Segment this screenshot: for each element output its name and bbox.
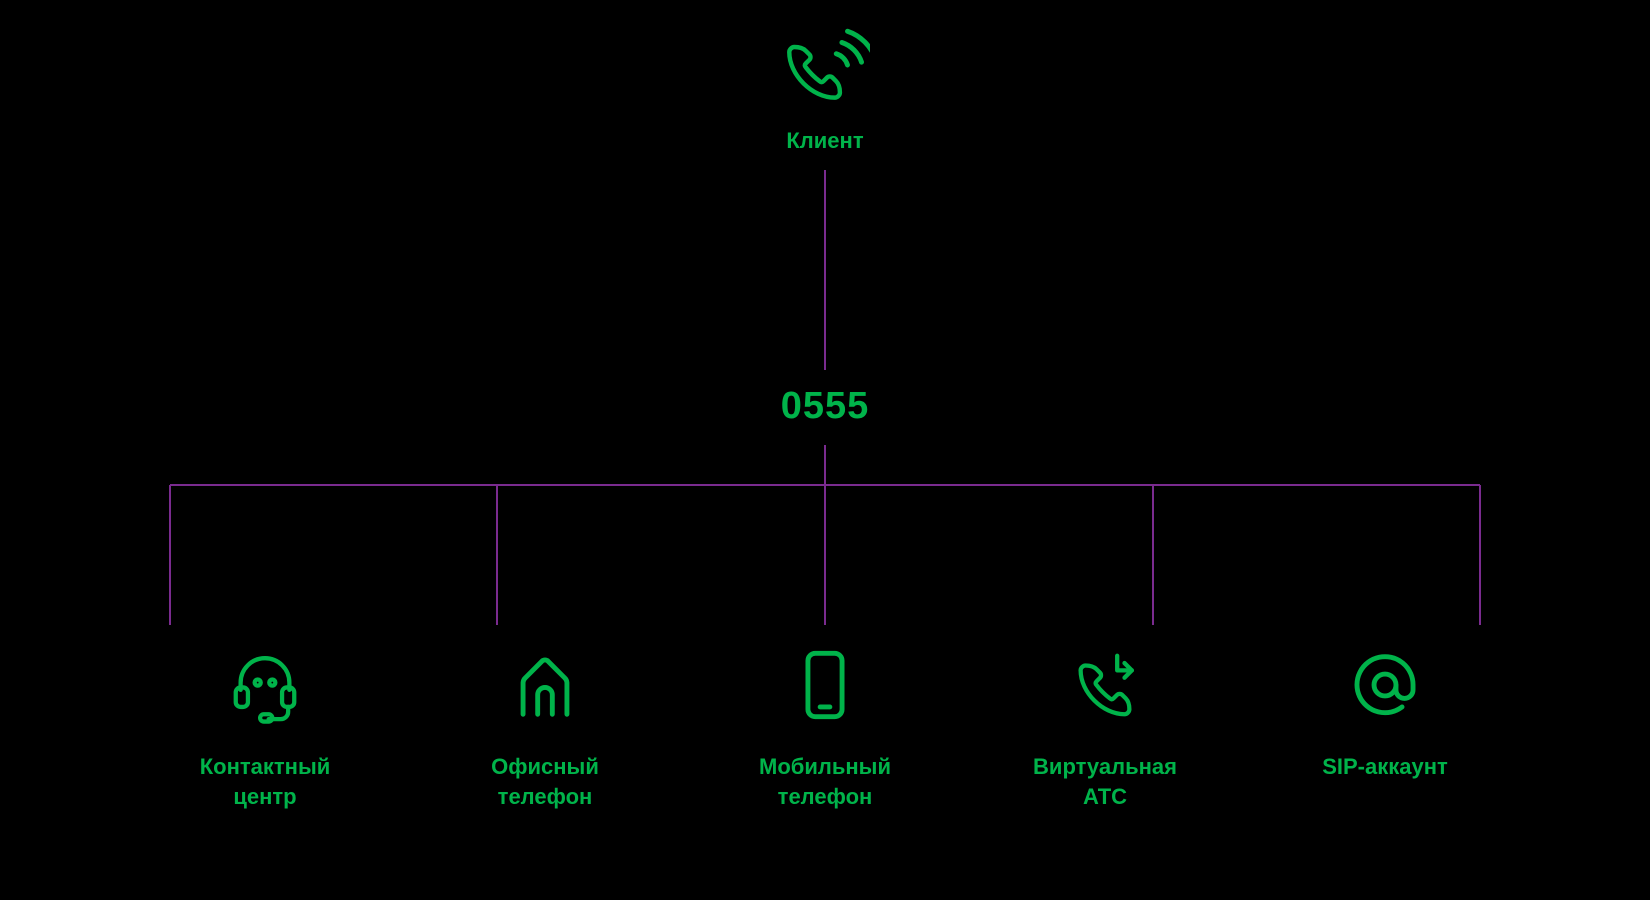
children-row: Контактный центр Офисный телефон Мобильн… — [0, 640, 1650, 811]
at-sign-icon — [1340, 640, 1430, 730]
child-label: Офисный телефон — [491, 752, 599, 811]
child-label: Мобильный телефон — [759, 752, 891, 811]
phone-forward-icon — [1060, 640, 1150, 730]
center-number: 0555 — [781, 385, 870, 428]
child-label: Виртуальная АТС — [1033, 752, 1177, 811]
mobile-icon — [780, 640, 870, 730]
home-icon — [500, 640, 590, 730]
branch-connectors — [0, 445, 1650, 645]
child-node: SIP-аккаунт — [1265, 640, 1505, 811]
child-node: Мобильный телефон — [705, 640, 945, 811]
routing-diagram: Клиент 0555 Контактный центр Офисный тел… — [0, 0, 1650, 900]
phone-signal-icon — [780, 20, 870, 110]
root-node: Клиент — [780, 20, 870, 154]
root-label: Клиент — [786, 128, 863, 154]
child-node: Контактный центр — [145, 640, 385, 811]
child-node: Виртуальная АТС — [985, 640, 1225, 811]
headset-icon — [220, 640, 310, 730]
connector-root-to-number — [824, 170, 826, 370]
child-label: SIP-аккаунт — [1322, 752, 1448, 782]
child-node: Офисный телефон — [425, 640, 665, 811]
child-label: Контактный центр — [200, 752, 331, 811]
